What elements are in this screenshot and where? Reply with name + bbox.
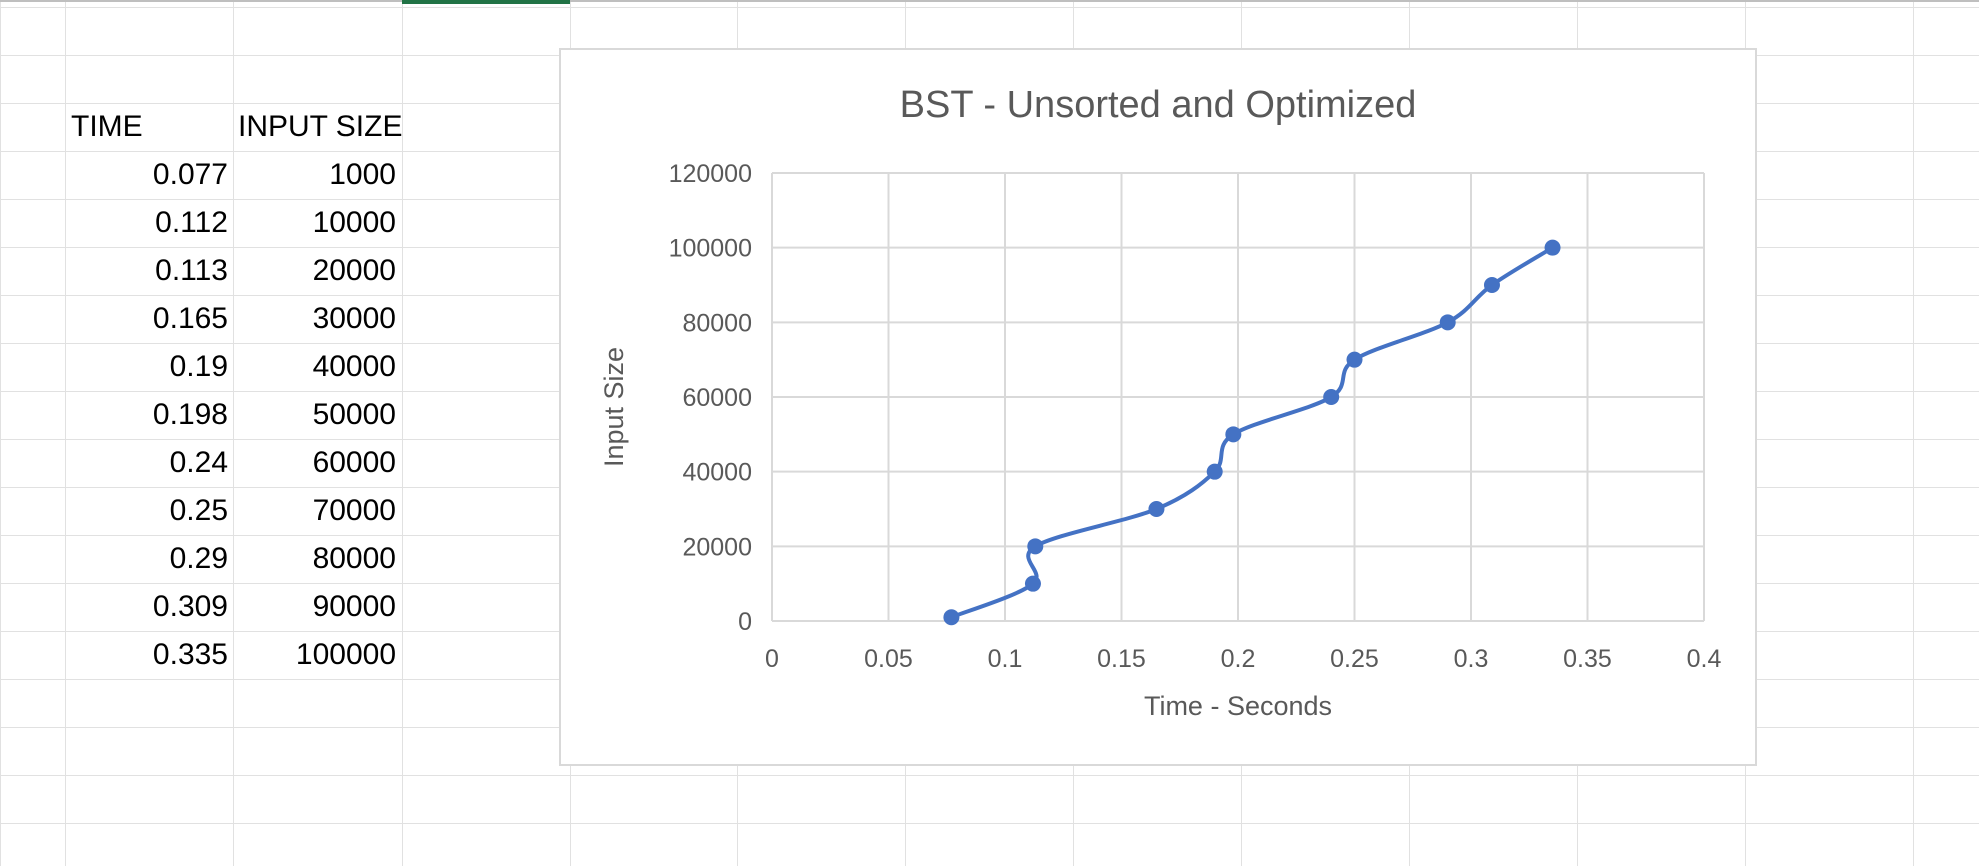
- y-axis-label: Input Size: [599, 347, 629, 467]
- x-tick-label: 0.3: [1454, 645, 1489, 673]
- header-input-size[interactable]: INPUT SIZE: [238, 110, 403, 143]
- table-cell-input-size[interactable]: 70000: [312, 494, 396, 527]
- data-point: [1544, 239, 1561, 256]
- chart[interactable]: BST - Unsorted and Optimized 0 0.05 0.1 0.15…: [559, 48, 1757, 766]
- data-point: [1206, 463, 1223, 480]
- chart-title: BST - Unsorted and Optimized: [900, 84, 1417, 126]
- table-cell-input-size[interactable]: 40000: [312, 350, 396, 383]
- table-cell-input-size[interactable]: 30000: [312, 302, 396, 335]
- x-tick-label: 0.15: [1097, 645, 1146, 673]
- table-cell-time[interactable]: 0.198: [152, 398, 228, 431]
- table-cell-input-size[interactable]: 50000: [312, 398, 396, 431]
- x-tick-label: 0.25: [1330, 645, 1379, 673]
- table-cell-time[interactable]: 0.113: [155, 254, 228, 287]
- x-tick-label: 0.4: [1687, 645, 1722, 673]
- table-cell-time[interactable]: 0.24: [169, 446, 228, 479]
- x-axis-label: Time - Seconds: [1144, 691, 1332, 721]
- data-point: [1027, 538, 1044, 555]
- y-tick-label: 80000: [682, 309, 752, 337]
- table-cell-input-size[interactable]: 10000: [312, 206, 396, 239]
- x-tick-label: 0: [765, 645, 779, 673]
- y-tick-label: 120000: [669, 160, 752, 188]
- y-tick-label: 0: [738, 608, 752, 636]
- y-tick-label: 60000: [682, 384, 752, 412]
- selected-column-marker: [402, 0, 570, 4]
- table-cell-time[interactable]: 0.335: [152, 638, 228, 671]
- x-tick-label: 0.1: [988, 645, 1023, 673]
- table-cell-input-size[interactable]: 90000: [312, 590, 396, 623]
- table-cell-time[interactable]: 0.29: [169, 542, 228, 575]
- series-line: [949, 245, 1555, 620]
- table-cell-time[interactable]: 0.19: [169, 350, 228, 383]
- data-point: [1323, 389, 1340, 405]
- x-tick-label: 0.05: [864, 645, 913, 673]
- y-tick-label: 40000: [682, 459, 752, 487]
- data-point: [1439, 314, 1456, 331]
- y-tick-label: 20000: [682, 533, 752, 561]
- data-point: [1346, 351, 1363, 368]
- y-tick-label: 100000: [669, 235, 752, 263]
- header-time[interactable]: TIME: [71, 110, 143, 143]
- data-point: [1483, 277, 1500, 293]
- data-point: [1024, 575, 1041, 592]
- table-cell-time[interactable]: 0.165: [152, 302, 228, 335]
- table-cell-input-size[interactable]: 1000: [329, 158, 396, 191]
- x-tick-label: 0.2: [1221, 645, 1256, 673]
- table-cell-input-size[interactable]: 20000: [312, 254, 396, 287]
- table-cell-input-size[interactable]: 60000: [312, 446, 396, 479]
- table-cell-input-size[interactable]: 80000: [312, 542, 396, 575]
- data-point: [943, 609, 960, 626]
- chart-canvas: BST - Unsorted and Optimized 0 0.05 0.1 0.15…: [599, 84, 1722, 721]
- table-cell-time[interactable]: 0.112: [155, 206, 228, 239]
- table-cell-time[interactable]: 0.25: [169, 494, 228, 527]
- x-tick-label: 0.35: [1563, 645, 1612, 673]
- data-point: [1225, 426, 1242, 443]
- table-cell-input-size[interactable]: 100000: [295, 638, 396, 671]
- data-point: [1148, 501, 1165, 517]
- table-cell-time[interactable]: 0.077: [152, 158, 228, 191]
- table-cell-time[interactable]: 0.309: [152, 590, 228, 623]
